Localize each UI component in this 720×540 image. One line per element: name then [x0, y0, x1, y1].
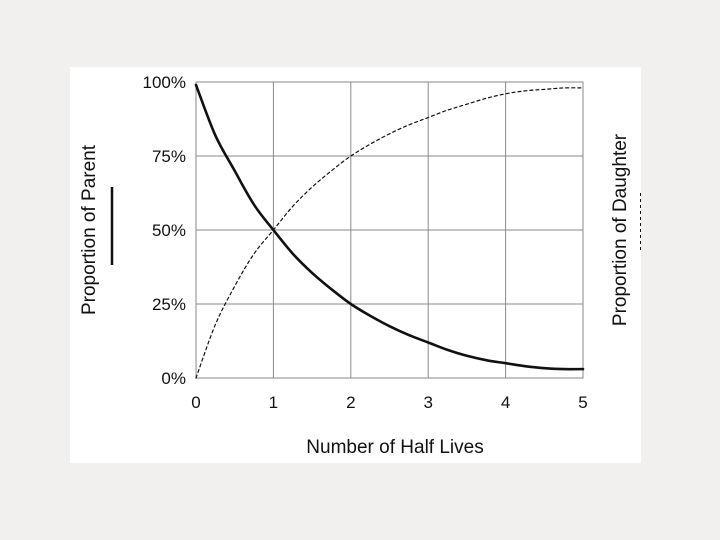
x-tick-label: 2 [346, 393, 355, 412]
y-tick-label: 50% [152, 221, 186, 240]
parent-series-line [194, 83, 585, 371]
right-y-axis-label: Proportion of Daughter [610, 133, 631, 326]
x-tick-label: 0 [191, 393, 200, 412]
series-lines [194, 83, 585, 379]
x-tick-label: 4 [501, 393, 510, 412]
y-tick-label: 25% [152, 295, 186, 314]
x-axis-label: Number of Half Lives [306, 437, 483, 458]
y-tick-labels: 0% 25% 50% 75% 100% [143, 73, 186, 388]
half-life-chart: 0% 25% 50% 75% 100% 0 1 2 3 4 5 Number of Half Li… [79, 73, 642, 458]
x-tick-label: 1 [269, 393, 278, 412]
grid [196, 82, 583, 378]
x-tick-labels: 0 1 2 3 4 5 [191, 393, 587, 412]
y-tick-label: 100% [143, 73, 186, 92]
y-tick-label: 75% [152, 147, 186, 166]
x-tick-label: 3 [423, 393, 432, 412]
chart-card: 0% 25% 50% 75% 100% 0 1 2 3 4 5 Number of Half Li… [70, 67, 642, 463]
plot-frame [195, 81, 584, 379]
left-y-axis-label: Proportion of Parent [79, 144, 100, 315]
y-tick-label: 0% [161, 369, 186, 388]
x-tick-label: 5 [578, 393, 587, 412]
daughter-series-line [195, 87, 584, 379]
